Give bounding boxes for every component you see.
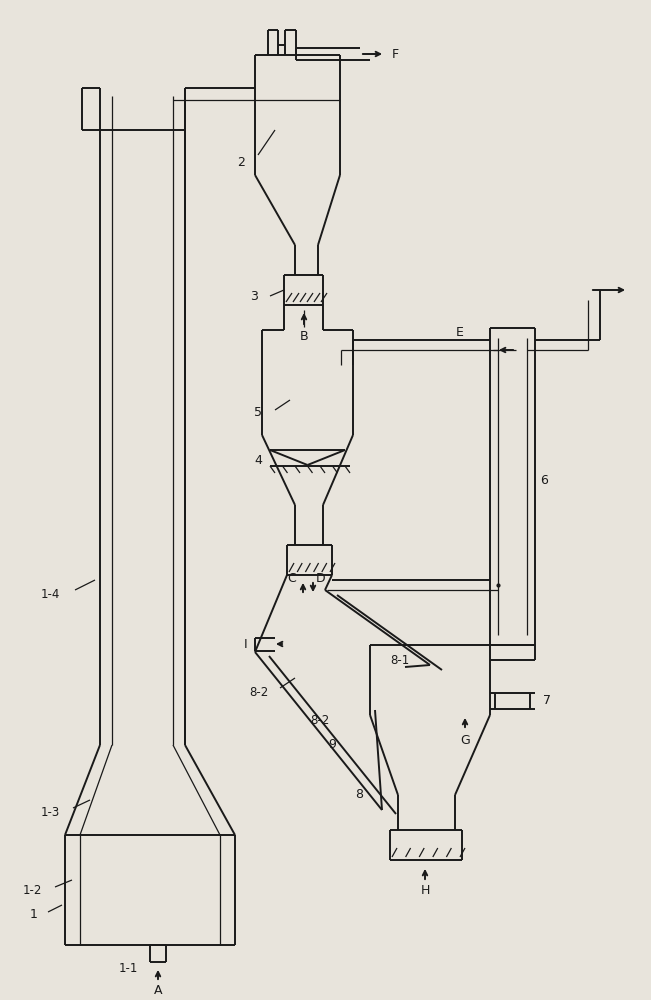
Text: 8-2: 8-2 — [249, 686, 268, 698]
Text: D: D — [316, 572, 326, 584]
Text: B: B — [299, 330, 309, 344]
Text: C: C — [287, 572, 296, 584]
Text: 1-3: 1-3 — [41, 806, 60, 818]
Text: 9: 9 — [328, 738, 336, 752]
Text: 8-2: 8-2 — [310, 714, 329, 726]
Text: 8: 8 — [355, 788, 363, 802]
Text: 4: 4 — [254, 454, 262, 466]
Text: 2: 2 — [237, 155, 245, 168]
Text: A: A — [154, 984, 162, 996]
Text: 5: 5 — [254, 406, 262, 420]
Text: E: E — [456, 326, 464, 338]
Text: 7: 7 — [543, 694, 551, 706]
Text: 1-2: 1-2 — [23, 884, 42, 896]
Text: 1-1: 1-1 — [118, 962, 138, 974]
Text: 1: 1 — [30, 908, 38, 922]
Text: 3: 3 — [250, 290, 258, 304]
Text: I: I — [243, 638, 247, 650]
Text: 6: 6 — [540, 474, 548, 487]
Text: F: F — [391, 47, 398, 60]
Text: 1-4: 1-4 — [40, 588, 60, 601]
Text: 8-1: 8-1 — [390, 654, 409, 666]
Text: H: H — [421, 884, 430, 896]
Text: G: G — [460, 734, 470, 746]
